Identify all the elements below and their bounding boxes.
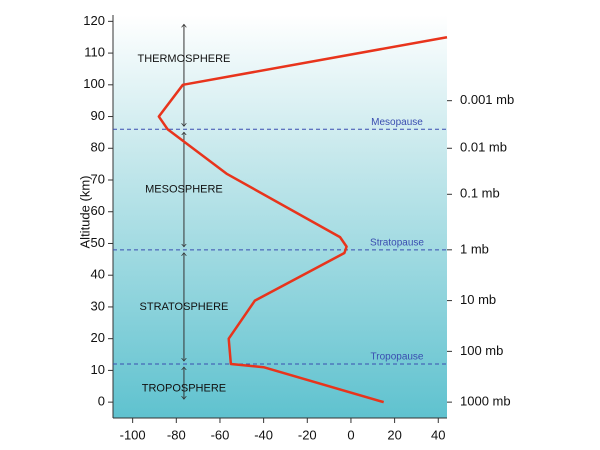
x-tick-label: 0 xyxy=(347,427,354,442)
y-tick-label: 100 xyxy=(83,76,105,91)
y-tick-label: 60 xyxy=(91,203,105,218)
layer-label: MESOSPHERE xyxy=(145,183,223,195)
y-tick-label: 120 xyxy=(83,13,105,28)
y-tick-label: 50 xyxy=(91,235,105,250)
layer-label: STRATOSPHERE xyxy=(140,301,229,313)
y-tick-label: 110 xyxy=(84,45,105,60)
boundary-label: Tropopause xyxy=(371,352,424,363)
y2-tick-label: 0.01 mb xyxy=(460,140,507,155)
y-tick-label: 10 xyxy=(91,362,105,377)
y-axis-label: Altitude (km) xyxy=(77,176,92,249)
layer-label: THERMOSPHERE xyxy=(137,53,230,65)
y-tick-label: 70 xyxy=(91,171,105,186)
x-tick-label: 40 xyxy=(431,427,445,442)
plot-background xyxy=(113,15,447,418)
temperature-line xyxy=(157,35,448,404)
x-tick-label: -80 xyxy=(167,427,186,442)
y-tick-label: 20 xyxy=(91,330,105,345)
y2-tick-label: 10 mb xyxy=(460,292,496,307)
x-tick-label: -40 xyxy=(254,427,273,442)
y-tick-label: 0 xyxy=(98,394,105,409)
y2-tick-label: 0.001 mb xyxy=(460,92,514,107)
boundary-label: Stratopause xyxy=(370,237,424,248)
x-tick-label: 20 xyxy=(387,427,401,442)
x-tick-label: -20 xyxy=(298,427,317,442)
x-tick-label: -60 xyxy=(211,427,230,442)
y-tick-label: 80 xyxy=(91,140,105,155)
y-tick-label: 40 xyxy=(91,267,105,282)
boundary-label: Mesopause xyxy=(371,117,423,128)
y-tick-label: 30 xyxy=(91,298,105,313)
y2-tick-label: 1000 mb xyxy=(460,394,511,409)
y-tick-label: 90 xyxy=(91,108,105,123)
y2-tick-label: 0.1 mb xyxy=(460,186,500,201)
y2-tick-label: 100 mb xyxy=(460,343,503,358)
layer-label: TROPOSPHERE xyxy=(142,383,226,395)
y2-tick-label: 1 mb xyxy=(460,241,489,256)
x-tick-label: -100 xyxy=(120,427,146,442)
